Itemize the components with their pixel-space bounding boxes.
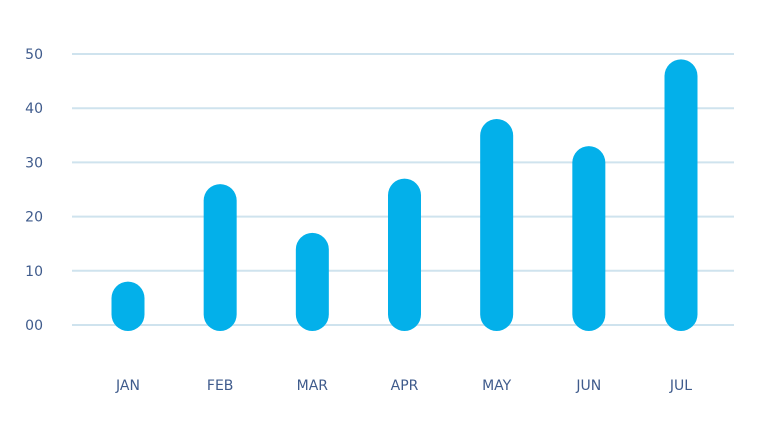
x-category-label: JUL	[669, 378, 692, 394]
x-category-label: MAR	[297, 378, 329, 394]
bar-jul	[664, 59, 698, 332]
y-tick-label: 50	[25, 47, 43, 63]
x-category-label: MAY	[482, 378, 512, 394]
x-category-label: FEB	[207, 378, 234, 394]
bar-mar	[295, 232, 329, 331]
x-category-label: APR	[391, 378, 419, 394]
x-category-label: JUN	[575, 378, 601, 394]
y-tick-label: 30	[25, 155, 43, 171]
y-axis-ticks: 00 10 20 30 40 50	[25, 47, 43, 334]
bar-may	[480, 119, 514, 331]
bar-apr	[388, 178, 421, 331]
x-axis-categories: JAN FEB MAR APR MAY JUN JUL	[115, 378, 692, 394]
y-tick-label: 20	[25, 210, 43, 226]
y-tick-label: 40	[25, 101, 43, 117]
y-tick-label: 00	[25, 318, 43, 334]
bar-jan	[111, 281, 145, 331]
x-category-label: JAN	[115, 378, 140, 394]
bars	[111, 59, 698, 332]
bar-feb	[203, 184, 237, 331]
y-tick-label: 10	[25, 264, 43, 280]
bar-jun	[572, 146, 606, 331]
